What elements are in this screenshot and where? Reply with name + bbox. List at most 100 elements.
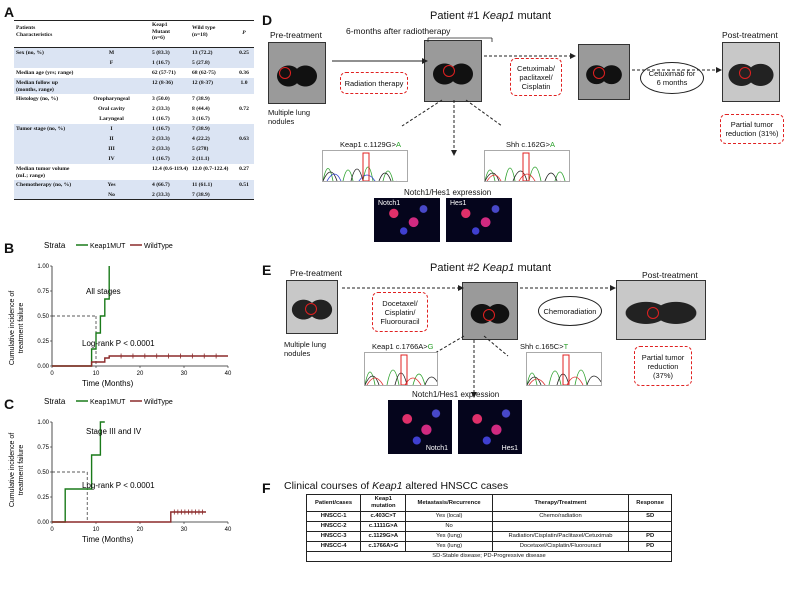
table-cell: Median age (yrs; range) [16,70,74,76]
e-ct-post [616,280,706,340]
e-ct-pre [286,280,338,334]
table-cell: Yes [107,182,116,188]
d-arrows [332,37,722,156]
e-shh-alt: T [563,342,569,351]
table-cell: No [108,192,115,198]
table-cell: 5 (278) [192,146,209,152]
d-radiation-box: Radiation therapy [340,72,408,94]
d-six-months-label: 6-months after radiotherapy [346,26,451,36]
table-cell: 5 (83.3) [152,50,170,56]
panel-d-title-gene: Keap1 [482,10,515,22]
y-tick-label: 1.00 [37,264,49,270]
plot-b-all-stages: Strata Keap1MUT WildType 0.00 0.25 0.50 0.7… [9,241,232,388]
x-tick-label: 20 [137,371,144,377]
table-row: Chemotherapy (no, %) Yes 4 (66.7) 11 (61.1)… [14,180,254,190]
panel-d-title: Patient #1 Keap1 mutant [430,10,551,22]
table-cell: 12 (8-36) [152,80,173,86]
table-cell: 2 (11.1) [192,156,210,162]
panel-e-title-gene: Keap1 [482,262,515,274]
e-pre-treatment-label: Pre-treatment [290,268,342,278]
f-header-metastasis: Metastasis/Recurrence [405,494,493,512]
plot-c-ylabel-1: Cumulative incidence of [9,433,16,507]
table-cell: F [109,60,114,66]
table-cell: c.1766A>G [360,541,407,552]
e-keap1-alt: G [427,342,434,351]
d-regimen-box: Cetuximab/ paclitaxel/ Cisplatin [510,58,562,96]
d-multiple-nodules-label: Multiple lung nodules [268,108,311,126]
y-tick-label: 1.00 [37,420,49,426]
plot-c-legend-wt: WildType [144,399,173,406]
table-cell: III [108,146,115,152]
x-tick-label: 10 [93,371,100,377]
panel-f-title-suffix: altered HNSCC cases [402,480,509,492]
d-shh-mutation: Shh c.162G>A [506,140,555,149]
y-tick-label: 0.75 [37,445,49,451]
table-cell: 0.72 [239,106,249,112]
table-cell: HNSCC-2 [305,521,362,532]
e-expression-label: Notch1/Hes1 expression [412,390,500,399]
d-hes1-image: Hes1 [446,198,512,242]
y-tick-label: 0.75 [37,289,49,295]
table-cell: Oropharyngeal [93,96,130,102]
table-row: HNSCC-2 c.1111G>A No [305,521,672,532]
table-cell: 2 (33.3) [152,192,170,198]
table-cell: HNSCC-3 [305,531,362,542]
x-tick-label: 30 [181,527,188,533]
table-cell: I [110,126,113,132]
series-line-keap1mut [52,266,110,367]
y-tick-label: 0.00 [37,520,49,526]
d-notch1-caption: Notch1 [378,200,401,207]
table-row: Sex (no, %) M 5 (83.3) 13 (72.2) 0.25 [14,48,254,58]
d-notch1-image: Notch1 [374,198,440,242]
table-cell: SD [628,511,672,522]
table-row: Laryngeal 1 (16.7) 3 (16.7) [14,114,254,124]
e-keap1-chromatogram [364,352,438,386]
table-cell: Docetaxel/Cisplatin/Fluorouracil [491,541,630,552]
table-cell: Yes (local) [405,511,493,522]
f-header-response: Response [628,494,672,512]
plot-b-ylabel-2: treatment failure [18,303,25,354]
header-p: P [242,30,246,36]
table-cell: HNSCC-4 [305,541,362,552]
table-cell: Sex (no, %) [16,50,44,56]
e-shh-mut-text: Shh c.165C> [520,342,564,351]
plot-c-xlabel: Time (Months) [82,535,134,544]
table-cell: Chemotherapy (no, %) [16,182,72,188]
table-cell: Median follow up (months, range) [16,80,58,93]
d-cetuximab-oval: Cetuximab for 6 months [640,62,704,94]
e-ct-mid [462,282,518,340]
e-chemoradiation-oval: Chemoradiation [538,296,602,326]
panel-d-title-prefix: Patient #1 [430,10,483,22]
f-header-therapy: Therapy/Treatment [491,494,630,512]
table-cell: PD [628,541,672,552]
e-arrows [342,285,616,398]
table-cell: 3 (50.0) [152,96,170,102]
table-cell: 4 (66.7) [152,182,170,188]
table-cell: Median tumor volume (mL; range) [16,166,70,179]
table-cell: Histology (no, %) [16,96,59,102]
table-cell: 12 (8-37) [192,80,213,86]
panel-letter-f: F [262,480,271,496]
e-response-box: Partial tumor reduction (37%) [634,346,692,386]
plot-b-annotation: All stages [86,287,121,296]
panel-letter-b: B [4,240,15,256]
table-cell: 2 (33.3) [152,136,170,142]
table-cell: No [405,521,493,532]
plot-b-xlabel: Time (Months) [82,379,134,388]
d-expression-label: Notch1/Hes1 expression [404,188,492,197]
y-tick-label: 0.00 [37,364,49,370]
table-cell: 62 (57-71) [152,70,176,76]
e-post-treatment-label: Post-treatment [642,270,698,280]
clinical-courses-table: Patient/cases Keap1 mutation Metastasis/… [305,494,672,562]
header-characteristics: Patients Characteristics [16,25,53,38]
e-regimen-box: Docetaxel/ Cisplatin/ Fluorouracil [372,292,428,332]
table-cell: 7 (38.9) [192,192,210,198]
d-shh-alt: A [550,140,556,149]
x-tick-label: 40 [225,527,232,533]
d-hes1-caption: Hes1 [450,200,467,207]
plot-b-legend-mut: Keap1MUT [90,243,126,250]
y-tick-label: 0.50 [37,314,49,320]
table-cell: M [108,50,115,56]
e-hes1-caption: Hes1 [501,445,518,452]
table-row: HNSCC-3 c.1129G>A Yes (lung) Radiation/Cisp… [305,531,672,542]
